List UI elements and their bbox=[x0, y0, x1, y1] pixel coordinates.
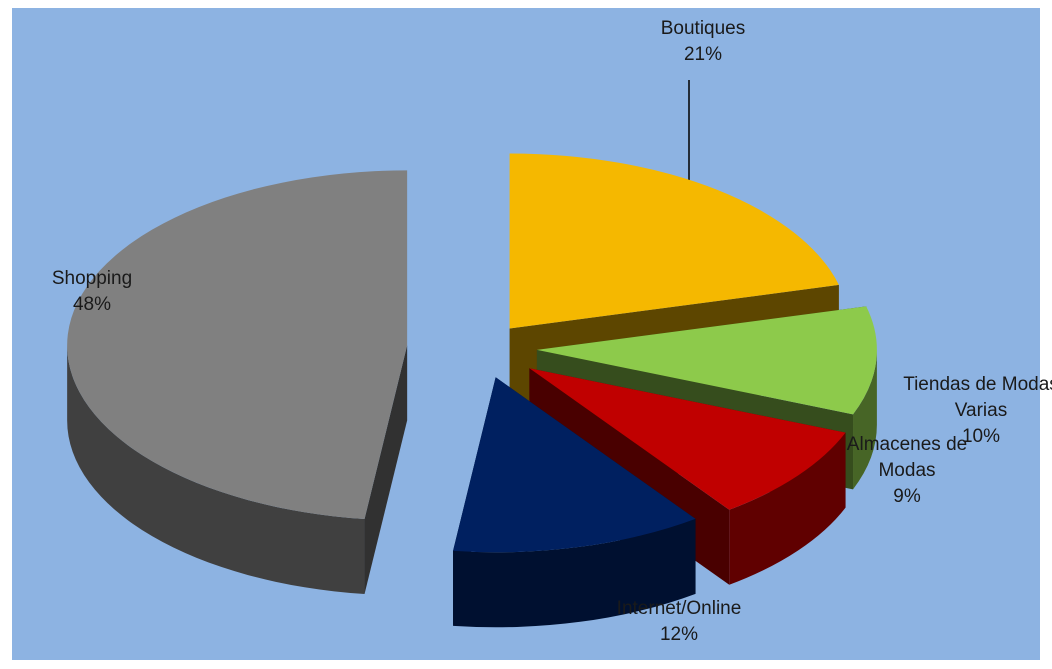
slice-outer-wall bbox=[853, 349, 877, 490]
slice-top bbox=[453, 377, 696, 553]
chart bbox=[67, 80, 877, 628]
value-label: 10% bbox=[961, 426, 1001, 447]
slice-top bbox=[509, 153, 839, 329]
category-label: Tiendas de Modas Varias bbox=[903, 374, 1052, 421]
data-label: Almacenes de Modas 9% bbox=[837, 432, 977, 510]
slice-top bbox=[536, 306, 877, 415]
data-label: Shopping 48% bbox=[32, 266, 152, 318]
slice-top bbox=[67, 170, 408, 520]
pie-slice bbox=[453, 377, 696, 628]
category-label: Internet/Online bbox=[616, 598, 742, 619]
value-label: 12% bbox=[659, 624, 699, 645]
category-label: Boutiques bbox=[660, 18, 746, 39]
slice-outer-wall bbox=[729, 432, 846, 585]
data-label: Boutiques 21% bbox=[623, 16, 783, 68]
value-label: 48% bbox=[72, 294, 112, 315]
value-label: 21% bbox=[683, 44, 723, 65]
slice-outer-wall bbox=[67, 345, 365, 595]
slice-outer-wall bbox=[453, 518, 696, 628]
category-label: Almacenes de Modas bbox=[846, 434, 968, 481]
category-label: Shopping bbox=[51, 268, 133, 289]
slice-inner-wall bbox=[364, 345, 408, 595]
data-label: Tiendas de Modas Varias 10% bbox=[881, 372, 1052, 450]
pie-slice bbox=[67, 170, 408, 595]
slice-top bbox=[529, 368, 846, 510]
data-label: Internet/Online 12% bbox=[569, 596, 789, 648]
value-label: 9% bbox=[893, 486, 921, 507]
chart-area: Boutiques 21% Tiendas de Modas Varias 10% Al… bbox=[12, 8, 1052, 660]
